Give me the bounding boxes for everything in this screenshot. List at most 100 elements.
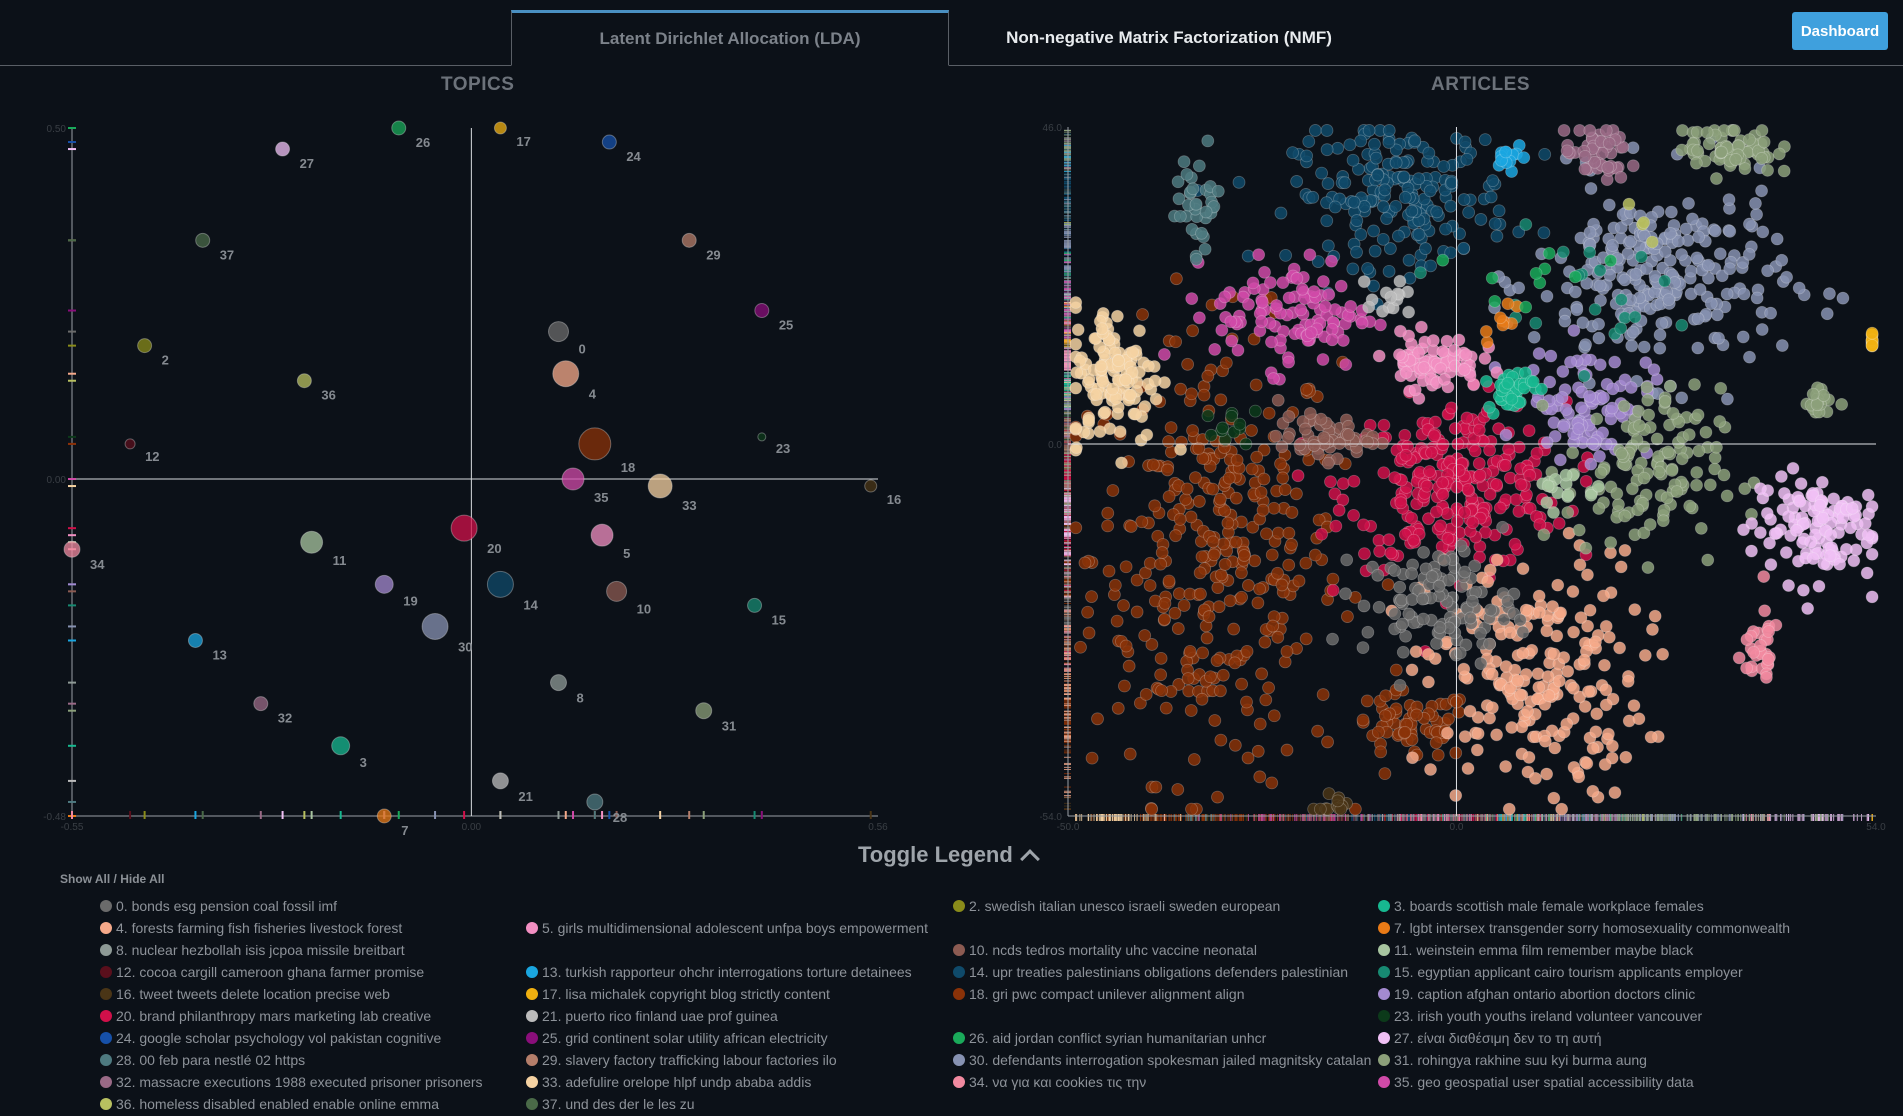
article-point [1532, 606, 1546, 620]
article-point [1308, 124, 1322, 137]
article-point [1278, 483, 1292, 496]
article-point [1594, 466, 1608, 480]
article-point [1755, 184, 1768, 198]
article-point [1256, 503, 1270, 517]
article-point [1306, 190, 1320, 204]
article-point [1679, 222, 1693, 236]
article-point [1071, 323, 1085, 337]
article-point [1640, 262, 1654, 276]
topics-chart[interactable]: -0.55 0.00 0.560.500.00-0.4802345781011121… [0, 100, 950, 870]
articles-chart[interactable]: -50.0 0.0 54.046.00.0-54.0 [1040, 100, 1900, 840]
article-point [1299, 383, 1313, 396]
article-point [1181, 672, 1195, 685]
article-point [1326, 583, 1340, 597]
article-point [1201, 369, 1215, 383]
article-point [1499, 660, 1513, 673]
article-point [1360, 694, 1374, 708]
article-point [1499, 459, 1512, 472]
topic-point-label: 30 [458, 639, 472, 654]
article-point [1608, 355, 1622, 369]
article-point [1382, 533, 1396, 547]
article-point [1589, 725, 1603, 739]
article-point [1085, 751, 1099, 765]
topic-point-29 [681, 232, 697, 248]
article-point [1777, 487, 1791, 500]
article-point [1459, 348, 1473, 362]
article-point [1552, 674, 1566, 688]
topic-point-31 [695, 702, 713, 720]
article-point [1618, 273, 1632, 287]
article-point [1392, 229, 1405, 243]
article-point [1742, 217, 1756, 231]
article-point [1348, 802, 1362, 816]
article-point [1537, 528, 1551, 542]
article-point [1093, 425, 1107, 439]
article-point [1169, 335, 1183, 349]
article-point [1158, 612, 1171, 626]
top-bar: Latent Dirichlet Allocation (LDA) Non-ne… [0, 0, 1903, 66]
article-point [1218, 290, 1232, 304]
article-point [1369, 151, 1383, 165]
article-point [1593, 279, 1607, 293]
article-point [1408, 134, 1422, 148]
article-point [1389, 156, 1403, 170]
article-point [1228, 656, 1242, 670]
article-point [1483, 711, 1497, 725]
topic-point-label: 18 [621, 460, 635, 475]
article-point [1474, 657, 1488, 670]
article-point [1214, 393, 1228, 407]
article-point [1172, 678, 1186, 691]
article-point [1516, 625, 1530, 639]
article-point [1485, 701, 1499, 715]
article-point [1710, 308, 1724, 322]
article-point [1686, 212, 1699, 226]
article-point [1538, 147, 1552, 161]
topics-y-tick-label: 0.50 [47, 124, 67, 135]
article-point [1436, 345, 1450, 358]
article-point [1823, 549, 1837, 563]
article-point [1559, 403, 1573, 416]
article-point [1378, 709, 1392, 723]
article-point [1159, 701, 1173, 715]
article-point [1682, 428, 1696, 442]
article-point [1154, 651, 1168, 665]
article-point [1606, 239, 1619, 252]
article-point [1388, 607, 1402, 621]
article-point [1267, 709, 1281, 723]
article-point [1860, 566, 1874, 580]
article-point [1583, 603, 1597, 617]
article-point [1439, 222, 1452, 236]
article-point [1213, 684, 1227, 698]
article-point [1145, 638, 1159, 651]
article-point [1265, 335, 1278, 349]
tab-lda[interactable]: Latent Dirichlet Allocation (LDA) [511, 10, 949, 66]
tab-nmf[interactable]: Non-negative Matrix Factorization (NMF) [1006, 28, 1332, 47]
article-point [1082, 626, 1096, 640]
article-point [1113, 425, 1127, 439]
article-point [1532, 680, 1546, 694]
article-point [1546, 600, 1559, 613]
article-point [1436, 438, 1450, 451]
article-point [1280, 743, 1294, 757]
dashboard-button[interactable]: Dashboard [1792, 12, 1888, 50]
article-point [1195, 550, 1209, 564]
article-point [1624, 234, 1638, 248]
article-point [1307, 439, 1321, 452]
article-point [1503, 626, 1517, 640]
article-point [1660, 491, 1674, 505]
article-point [1624, 381, 1638, 394]
article-point [1382, 264, 1396, 278]
article-point [1129, 407, 1142, 421]
article-point [1586, 742, 1600, 755]
article-point [1334, 279, 1348, 293]
article-point [1514, 478, 1528, 492]
article-point [1208, 714, 1222, 727]
article-point [1139, 688, 1153, 701]
article-point [1255, 295, 1269, 309]
article-point [1232, 175, 1246, 189]
article-point [1149, 392, 1163, 406]
article-point [1325, 333, 1339, 347]
article-point [1253, 770, 1267, 784]
article-point [1241, 751, 1255, 765]
article-point [1483, 443, 1497, 457]
